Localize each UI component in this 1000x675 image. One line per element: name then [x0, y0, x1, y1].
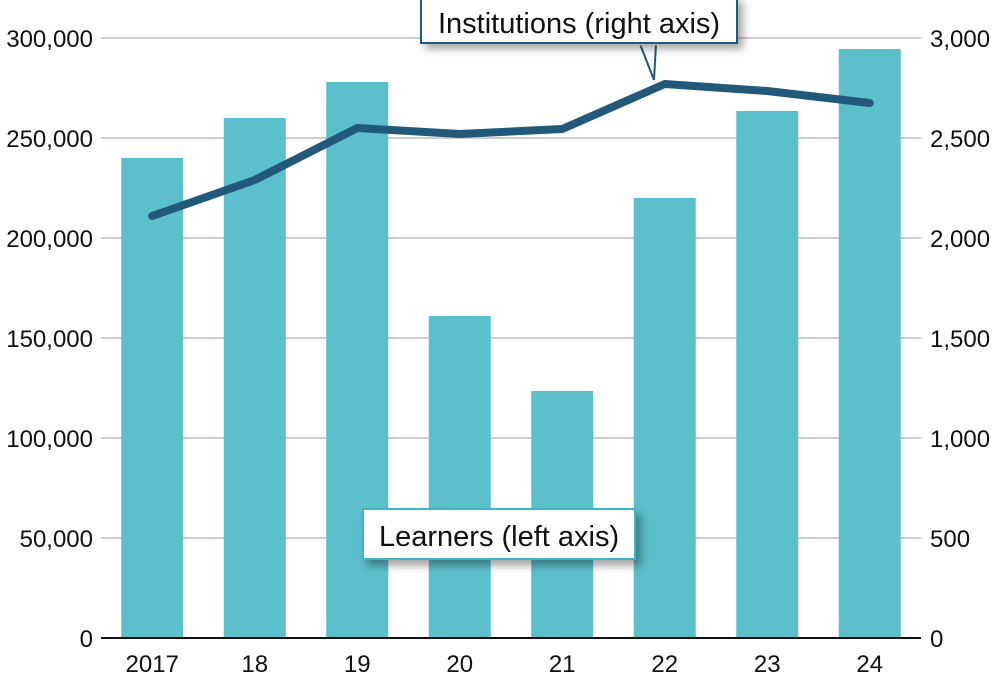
left-tick-label: 150,000 [6, 326, 93, 353]
institutions-line [148, 80, 874, 220]
institutions-callout-label: Institutions (right axis) [420, 0, 739, 44]
x-tick-label: 2017 [126, 651, 179, 675]
x-tick-label: 21 [549, 651, 576, 675]
institutions-callout-pointer [638, 43, 658, 81]
right-tick-label: 2,000 [930, 226, 990, 253]
left-tick-label: 300,000 [6, 26, 93, 53]
right-tick-label: 500 [930, 526, 970, 553]
x-tick-label: 23 [754, 651, 781, 675]
left-tick-label: 0 [80, 626, 93, 653]
right-axis-tick-labels: 0 500 1,000 1,500 2,000 2,500 3,000 [930, 26, 990, 653]
right-tick-label: 2,500 [930, 126, 990, 153]
left-tick-label: 50,000 [20, 526, 93, 553]
x-tick-label: 19 [344, 651, 371, 675]
left-axis-tick-labels: 0 50,000 100,000 150,000 200,000 250,000 300,0… [6, 26, 93, 653]
bar-learners [838, 49, 901, 638]
right-tick-label: 0 [930, 626, 943, 653]
line-institutions [148, 80, 874, 220]
x-tick-label: 18 [241, 651, 268, 675]
right-tick-label: 3,000 [930, 26, 990, 53]
x-axis-tick-labels: 2017 18 19 20 21 22 23 24 [126, 651, 884, 675]
bar-learners [736, 111, 799, 638]
learners-callout-label: Learners (left axis) [362, 508, 637, 560]
learners-bars [121, 49, 901, 638]
bar-learners [223, 118, 286, 638]
bar-learners [121, 158, 184, 638]
bar-learners [428, 316, 491, 638]
right-tick-label: 1,500 [930, 326, 990, 353]
x-tick-label: 24 [856, 651, 883, 675]
left-tick-label: 250,000 [6, 126, 93, 153]
left-tick-label: 200,000 [6, 226, 93, 253]
x-tick-label: 22 [651, 651, 678, 675]
x-tick-label: 20 [446, 651, 473, 675]
right-tick-label: 1,000 [930, 426, 990, 453]
left-tick-label: 100,000 [6, 426, 93, 453]
bar-learners [633, 198, 696, 638]
